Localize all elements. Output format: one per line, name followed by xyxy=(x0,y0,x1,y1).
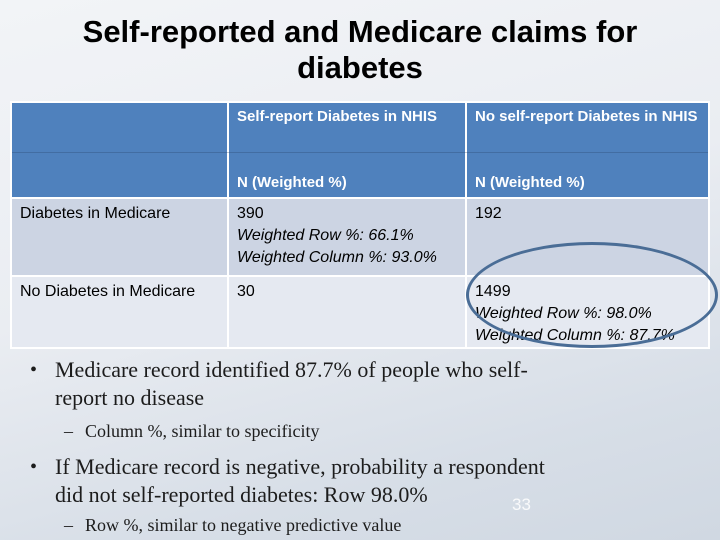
bullet-item-2: • If Medicare record is negative, probab… xyxy=(30,453,710,509)
col-header-no-self-report: No self-report Diabetes in NHIS N (Weigh… xyxy=(467,103,708,197)
slide-title: Self-reported and Medicare claims for di… xyxy=(82,14,638,85)
col-header-self-report: Self-report Diabetes in NHIS N (Weighted… xyxy=(229,103,465,197)
sub-bullet-item-1: – Column %, similar to specificity xyxy=(64,419,710,443)
crosstab-table: Self-report Diabetes in NHIS N (Weighted… xyxy=(10,101,710,349)
bullet-line: did not self-reported diabetes: Row 98.0… xyxy=(55,482,428,507)
col-header-title: Self-report Diabetes in NHIS xyxy=(237,108,438,125)
bullet-line: report no disease xyxy=(55,385,205,410)
cell-n-value: 390 xyxy=(237,205,264,222)
cell-diabetes-selfreport: 390 Weighted Row %: 66.1% Weighted Colum… xyxy=(229,199,465,275)
row-label-diabetes-in-medicare: Diabetes in Medicare xyxy=(12,199,227,275)
cell-col-pct: Weighted Column %: 87.7% xyxy=(475,327,675,344)
bullet-list: • Medicare record identified 87.7% of pe… xyxy=(30,356,710,537)
bullet-item-1: • Medicare record identified 87.7% of pe… xyxy=(30,356,710,412)
cell-n-value: 30 xyxy=(237,283,255,300)
bullet-text: Medicare record identified 87.7% of peop… xyxy=(55,356,528,412)
cell-row-pct: Weighted Row %: 98.0% xyxy=(475,305,652,322)
page-number: 33 xyxy=(512,495,531,514)
bullet-marker-icon: • xyxy=(30,359,38,381)
cell-no-diabetes-selfreport: 30 xyxy=(229,277,465,347)
bullet-line: Medicare record identified 87.7% of peop… xyxy=(55,357,528,382)
header-row-divider xyxy=(12,152,708,153)
cell-diabetes-no-selfreport: 192 xyxy=(467,199,708,275)
dash-marker-icon: – xyxy=(64,421,73,441)
bullet-text: If Medicare record is negative, probabil… xyxy=(55,453,545,509)
col-header-title: No self-report Diabetes in NHIS xyxy=(475,108,698,125)
col-header-subtitle: N (Weighted %) xyxy=(475,174,585,191)
bullet-marker-icon: • xyxy=(30,456,38,478)
sub-bullet-text: Row %, similar to negative predictive va… xyxy=(85,515,402,535)
bullet-line: If Medicare record is negative, probabil… xyxy=(55,454,545,479)
table-corner-cell xyxy=(12,103,227,197)
sub-bullet-item-2: – Row %, similar to negative predictive … xyxy=(64,513,710,537)
cell-n-value: 1499 xyxy=(475,283,511,300)
cell-n-value: 192 xyxy=(475,205,502,222)
row-label-no-diabetes-in-medicare: No Diabetes in Medicare xyxy=(12,277,227,347)
sub-bullet-text: Column %, similar to specificity xyxy=(85,421,320,441)
cell-row-pct: Weighted Row %: 66.1% xyxy=(237,227,414,244)
cell-col-pct: Weighted Column %: 93.0% xyxy=(237,249,437,266)
col-header-subtitle: N (Weighted %) xyxy=(237,174,347,191)
cell-no-diabetes-no-selfreport: 1499 Weighted Row %: 98.0% Weighted Colu… xyxy=(467,277,708,347)
dash-marker-icon: – xyxy=(64,515,73,535)
